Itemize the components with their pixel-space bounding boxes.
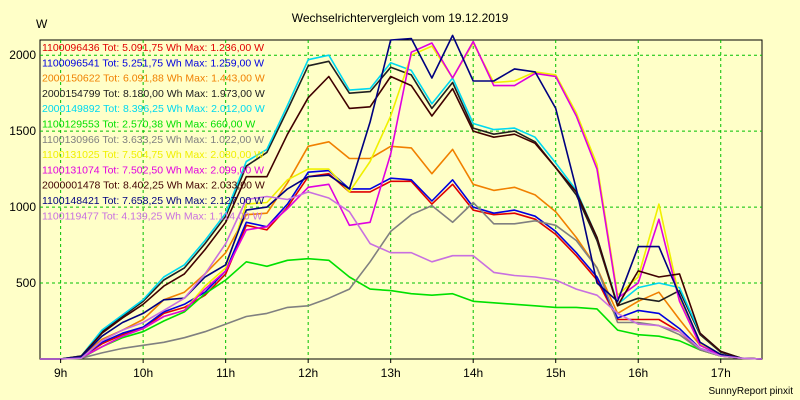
series-line-2000149892 [40, 54, 763, 360]
credit-label: SunnyReport pinxit [709, 386, 794, 397]
legend-entry-2000149892: 2000149892 Tot: 8.396,25 Wh Max: 2.012,0… [42, 103, 265, 115]
x-tick-label-7: 16h [628, 366, 648, 380]
x-axis: 9h 10h 11h 12h 13h 14h 15h 16h 17h [54, 359, 731, 380]
legend-entry-1100129553: 1100129553 Tot: 2.570,38 Wh Max: 660,00 … [42, 119, 255, 131]
legend-entry-1100130966: 1100130966 Tot: 3.633,25 Wh Max: 1.022,0… [42, 134, 264, 146]
legend-entry-2000154799: 2000154799 Tot: 8.180,00 Wh Max: 1.973,0… [42, 88, 265, 100]
legend-entry-1100131025: 1100131025 Tot: 7.504,75 Wh Max: 2.080,0… [42, 149, 264, 161]
series-line-1100119477 [40, 191, 763, 360]
legend-entry-2000001478: 2000001478 Tot: 8.402,25 Wh Max: 2.033,0… [42, 180, 265, 192]
series-line-2000001478 [40, 75, 763, 360]
x-tick-label-2: 11h [216, 366, 235, 380]
x-tick-label-3: 12h [298, 366, 318, 380]
legend: 1100096436 Tot: 5.091,75 Wh Max: 1.236,0… [42, 42, 265, 222]
x-tick-label-6: 15h [546, 366, 566, 380]
x-tick-label-0: 9h [54, 366, 67, 380]
y-tick-label-2: 1500 [9, 124, 36, 138]
y-axis: 500 1000 1500 2000 [9, 48, 36, 290]
series-line-1100129553 [40, 257, 763, 360]
y-tick-label-3: 2000 [9, 48, 36, 62]
series-line-1100130966 [40, 201, 763, 360]
x-tick-label-8: 17h [711, 366, 731, 380]
series-line-2000150622 [40, 141, 763, 360]
x-tick-label-4: 13h [381, 366, 401, 380]
y-tick-label-1: 1000 [9, 200, 36, 214]
legend-entry-1100148421: 1100148421 Tot: 7.658,25 Wh Max: 2.127,0… [42, 195, 264, 207]
y-axis-unit: W [36, 17, 48, 31]
chart-title: Wechselrichtervergleich vom 19.12.2019 [292, 11, 509, 25]
series-line-2000154799 [40, 60, 763, 360]
series-lines [40, 34, 763, 360]
series-line-1100096541 [40, 169, 763, 360]
y-tick-label-0: 500 [16, 276, 36, 290]
legend-entry-1100119477: 1100119477 Tot: 4.139,25 Wh Max: 1.114,0… [42, 210, 263, 222]
legend-entry-2000150622: 2000150622 Tot: 6.091,88 Wh Max: 1.443,0… [42, 73, 265, 85]
series-line-1100148421 [40, 34, 763, 360]
x-tick-label-5: 14h [463, 366, 483, 380]
plot-area [39, 39, 763, 360]
legend-entry-1100131074: 1100131074 Tot: 7.502,50 Wh Max: 2.099,0… [42, 164, 264, 176]
legend-entry-1100096541: 1100096541 Tot: 5.251,75 Wh Max: 1.259,0… [42, 57, 264, 69]
x-tick-label-1: 10h [133, 366, 153, 380]
series-line-1100096436 [40, 172, 763, 360]
legend-entry-1100096436: 1100096436 Tot: 5.091,75 Wh Max: 1.236,0… [42, 42, 264, 54]
